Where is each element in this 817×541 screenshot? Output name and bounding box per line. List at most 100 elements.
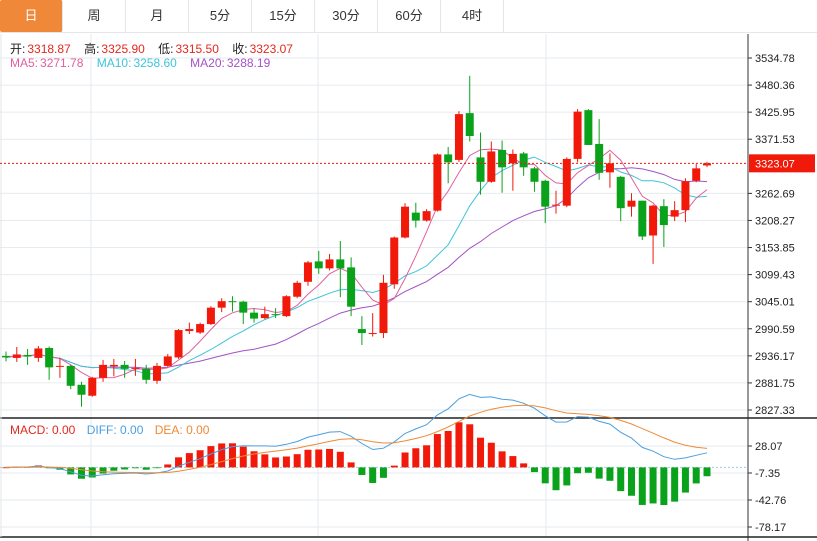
macd-bar bbox=[2, 467, 10, 469]
tab-4[interactable]: 15分 bbox=[252, 0, 315, 32]
tab-7[interactable]: 4时 bbox=[441, 0, 504, 32]
macd-bar bbox=[671, 467, 679, 502]
price-tick-label: 3480.36 bbox=[755, 80, 795, 92]
candle-body bbox=[239, 301, 248, 313]
candle bbox=[401, 203, 410, 239]
candle-body bbox=[131, 367, 140, 369]
candle-body bbox=[605, 163, 614, 173]
candle bbox=[131, 358, 140, 376]
candle bbox=[271, 308, 280, 319]
price-tick-label: 3425.95 bbox=[755, 107, 795, 119]
macd-bar bbox=[444, 430, 452, 468]
candle bbox=[498, 140, 507, 193]
macd-bar bbox=[563, 467, 571, 486]
candle-body bbox=[336, 259, 345, 269]
candle bbox=[314, 250, 323, 274]
candle-body bbox=[444, 154, 453, 163]
candle bbox=[595, 119, 604, 180]
macd-legend: MACD: 0.00 DIFF: 0.00 DEA: 0.00 bbox=[10, 423, 211, 437]
candle-body bbox=[357, 329, 366, 334]
price-tick-label: 2881.75 bbox=[755, 378, 795, 390]
macd-bar bbox=[336, 451, 344, 468]
candle bbox=[228, 296, 237, 312]
high-value: 3325.90 bbox=[101, 42, 145, 56]
price-tick-label: 3534.78 bbox=[755, 53, 795, 65]
candle-body bbox=[627, 200, 636, 207]
candle-body bbox=[703, 163, 711, 166]
candle bbox=[206, 306, 215, 326]
ma5-line bbox=[5, 148, 708, 379]
candle bbox=[347, 257, 356, 317]
candle-body bbox=[454, 114, 463, 160]
candle bbox=[142, 364, 151, 384]
macd-tick-label: 28.07 bbox=[755, 441, 783, 453]
macd-bar bbox=[584, 467, 592, 473]
candle bbox=[77, 381, 86, 407]
candle-body bbox=[88, 377, 97, 396]
candle-body bbox=[45, 347, 54, 368]
macd-bar bbox=[628, 467, 636, 496]
candle-body bbox=[250, 312, 259, 319]
tab-5[interactable]: 30分 bbox=[315, 0, 378, 32]
macd-bar bbox=[250, 451, 258, 468]
candle-body bbox=[562, 158, 571, 206]
candle-body bbox=[120, 364, 129, 369]
tab-1[interactable]: 周 bbox=[63, 0, 126, 32]
macd-tick-label: -7.35 bbox=[755, 468, 780, 480]
candle-body bbox=[142, 368, 151, 380]
period-tabs: 日周月 5分 15分 30分 60分 4时 bbox=[0, 0, 817, 33]
macd-bar bbox=[88, 467, 96, 478]
tab-2[interactable]: 月 bbox=[126, 0, 189, 32]
price-tick-label: 2936.17 bbox=[755, 351, 795, 363]
candle-body bbox=[2, 355, 10, 358]
tab-0[interactable]: 日 bbox=[0, 0, 63, 32]
macd-bar bbox=[498, 451, 506, 468]
candle-body bbox=[649, 205, 658, 236]
ma-legend: MA5: 3271.78 MA10: 3258.60 MA20: 3288.19 bbox=[10, 56, 272, 70]
candle-body bbox=[196, 324, 205, 333]
tab-6[interactable]: 60分 bbox=[378, 0, 441, 32]
candle bbox=[109, 358, 118, 377]
candle bbox=[379, 274, 388, 339]
macd-bar bbox=[175, 457, 183, 468]
candle bbox=[120, 360, 129, 378]
candle bbox=[411, 202, 420, 228]
candle-body bbox=[282, 296, 291, 317]
candle-body bbox=[314, 261, 323, 269]
candle-body bbox=[476, 157, 485, 182]
price-tick-label: 3099.43 bbox=[755, 270, 795, 282]
macd-tick-label: -78.17 bbox=[755, 522, 786, 534]
candle bbox=[465, 75, 474, 142]
tab-3[interactable]: 5分 bbox=[189, 0, 252, 32]
high-label: 高: bbox=[84, 42, 100, 56]
candle-body bbox=[109, 364, 118, 367]
ma20-line bbox=[5, 167, 708, 369]
macd-bar bbox=[272, 457, 280, 468]
macd-bar bbox=[455, 422, 463, 468]
macd-tick-label: -42.76 bbox=[755, 495, 786, 507]
candle bbox=[99, 359, 108, 382]
ohlc-legend: 开: 3318.87 高: 3325.90 低: 3315.50 收: 3323.07 bbox=[10, 40, 303, 57]
macd-bar bbox=[520, 463, 528, 468]
candle bbox=[659, 199, 668, 247]
candle-body bbox=[498, 149, 507, 168]
candle-body bbox=[552, 204, 561, 206]
macd-bar bbox=[423, 445, 431, 468]
macd-value: MACD: 0.00 bbox=[10, 423, 76, 437]
candle-body bbox=[692, 168, 701, 181]
candle bbox=[239, 300, 248, 325]
candle-body bbox=[584, 110, 593, 145]
candle bbox=[23, 348, 32, 365]
candle-body bbox=[163, 356, 172, 366]
candle bbox=[649, 204, 658, 264]
candle-body bbox=[260, 314, 269, 319]
macd-bar bbox=[638, 467, 646, 505]
candle-body bbox=[390, 237, 399, 285]
low-value: 3315.50 bbox=[175, 42, 219, 56]
candle bbox=[250, 308, 259, 323]
macd-bar bbox=[282, 456, 290, 468]
candle-body bbox=[541, 180, 550, 207]
macd-bar bbox=[261, 454, 269, 468]
candle bbox=[163, 353, 172, 367]
candle bbox=[703, 161, 711, 168]
